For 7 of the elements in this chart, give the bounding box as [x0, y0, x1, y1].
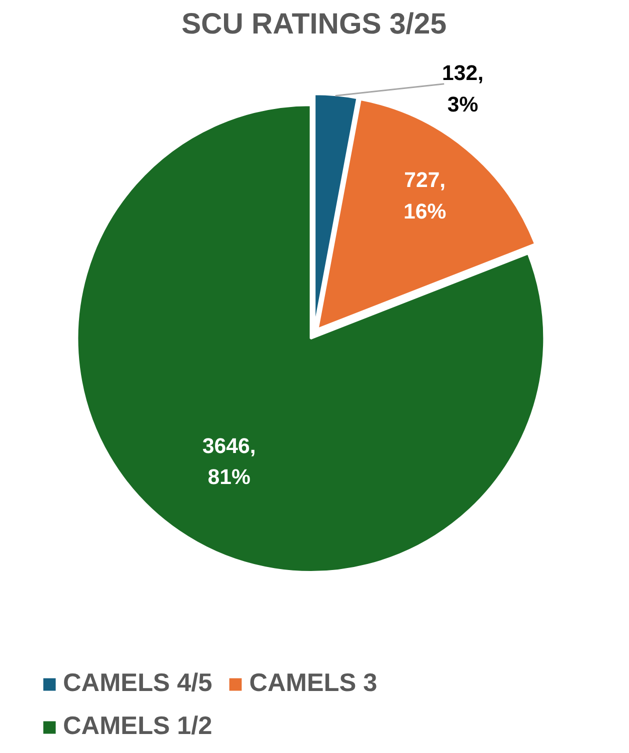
- legend-label: CAMELS 4/5: [63, 669, 212, 698]
- data-label: 132, 3%: [442, 61, 484, 116]
- data-label: 3646, 81%: [202, 434, 256, 490]
- data-label: 727, 16%: [404, 168, 446, 224]
- legend-label: CAMELS 3: [249, 669, 378, 698]
- chart-title: SCU RATINGS 3/25: [181, 8, 447, 40]
- legend-label: CAMELS 1/2: [63, 712, 212, 741]
